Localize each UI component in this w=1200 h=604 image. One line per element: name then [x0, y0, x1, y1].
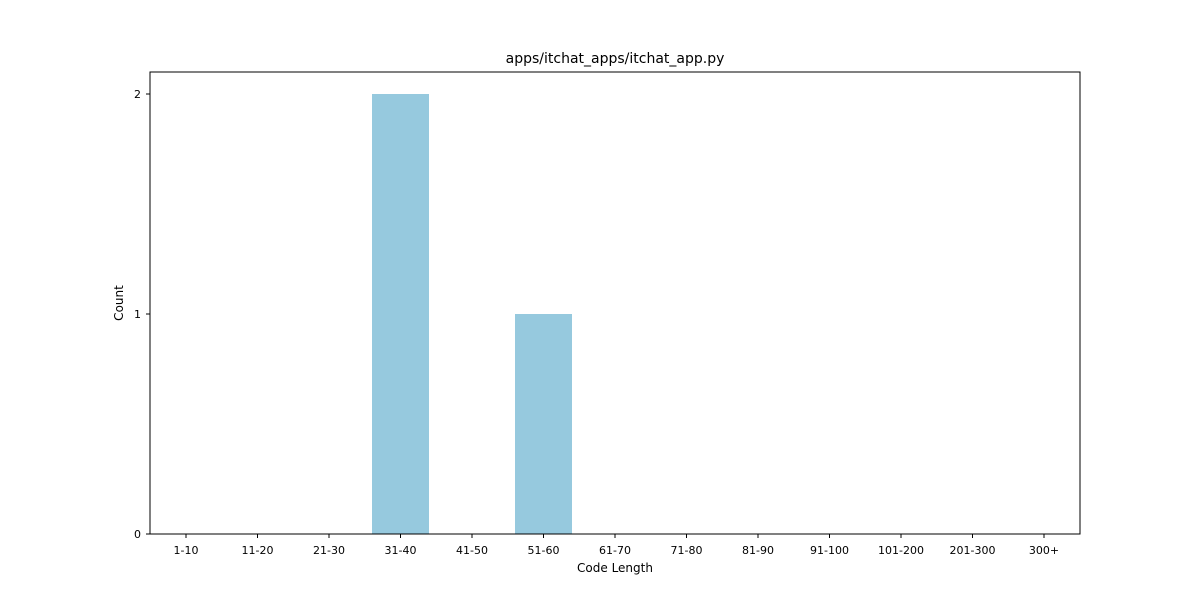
x-axis-ticks: 1-10 11-20 21-30 31-40 41-50 51-60 61-70 71-80 8…	[174, 534, 1059, 557]
plot-frame	[149, 71, 1081, 535]
bar-51-60	[515, 314, 572, 534]
x-tick-label: 71-80	[671, 544, 703, 557]
x-axis-label: Code Length	[577, 561, 653, 575]
chart-title: apps/itchat_apps/itchat_app.py	[506, 51, 725, 67]
x-tick-label: 31-40	[385, 544, 417, 557]
x-tick-label: 81-90	[742, 544, 774, 557]
y-axis-label: Count	[112, 285, 126, 321]
x-tick-label: 101-200	[878, 544, 924, 557]
x-tick-label: 41-50	[456, 544, 488, 557]
x-tick-label: 1-10	[174, 544, 199, 557]
x-tick-label: 201-300	[950, 544, 996, 557]
x-tick-label: 61-70	[599, 544, 631, 557]
y-axis-ticks: 0 1 2	[134, 88, 150, 541]
x-tick-label: 91-100	[810, 544, 849, 557]
bars-group	[372, 94, 572, 534]
y-tick-label: 1	[134, 308, 141, 321]
y-tick-label: 2	[134, 88, 141, 101]
x-tick-label: 11-20	[242, 544, 274, 557]
x-tick-label: 21-30	[313, 544, 345, 557]
y-tick-label: 0	[134, 528, 141, 541]
bar-31-40	[372, 94, 429, 534]
x-tick-label: 300+	[1029, 544, 1059, 557]
x-tick-label: 51-60	[528, 544, 560, 557]
